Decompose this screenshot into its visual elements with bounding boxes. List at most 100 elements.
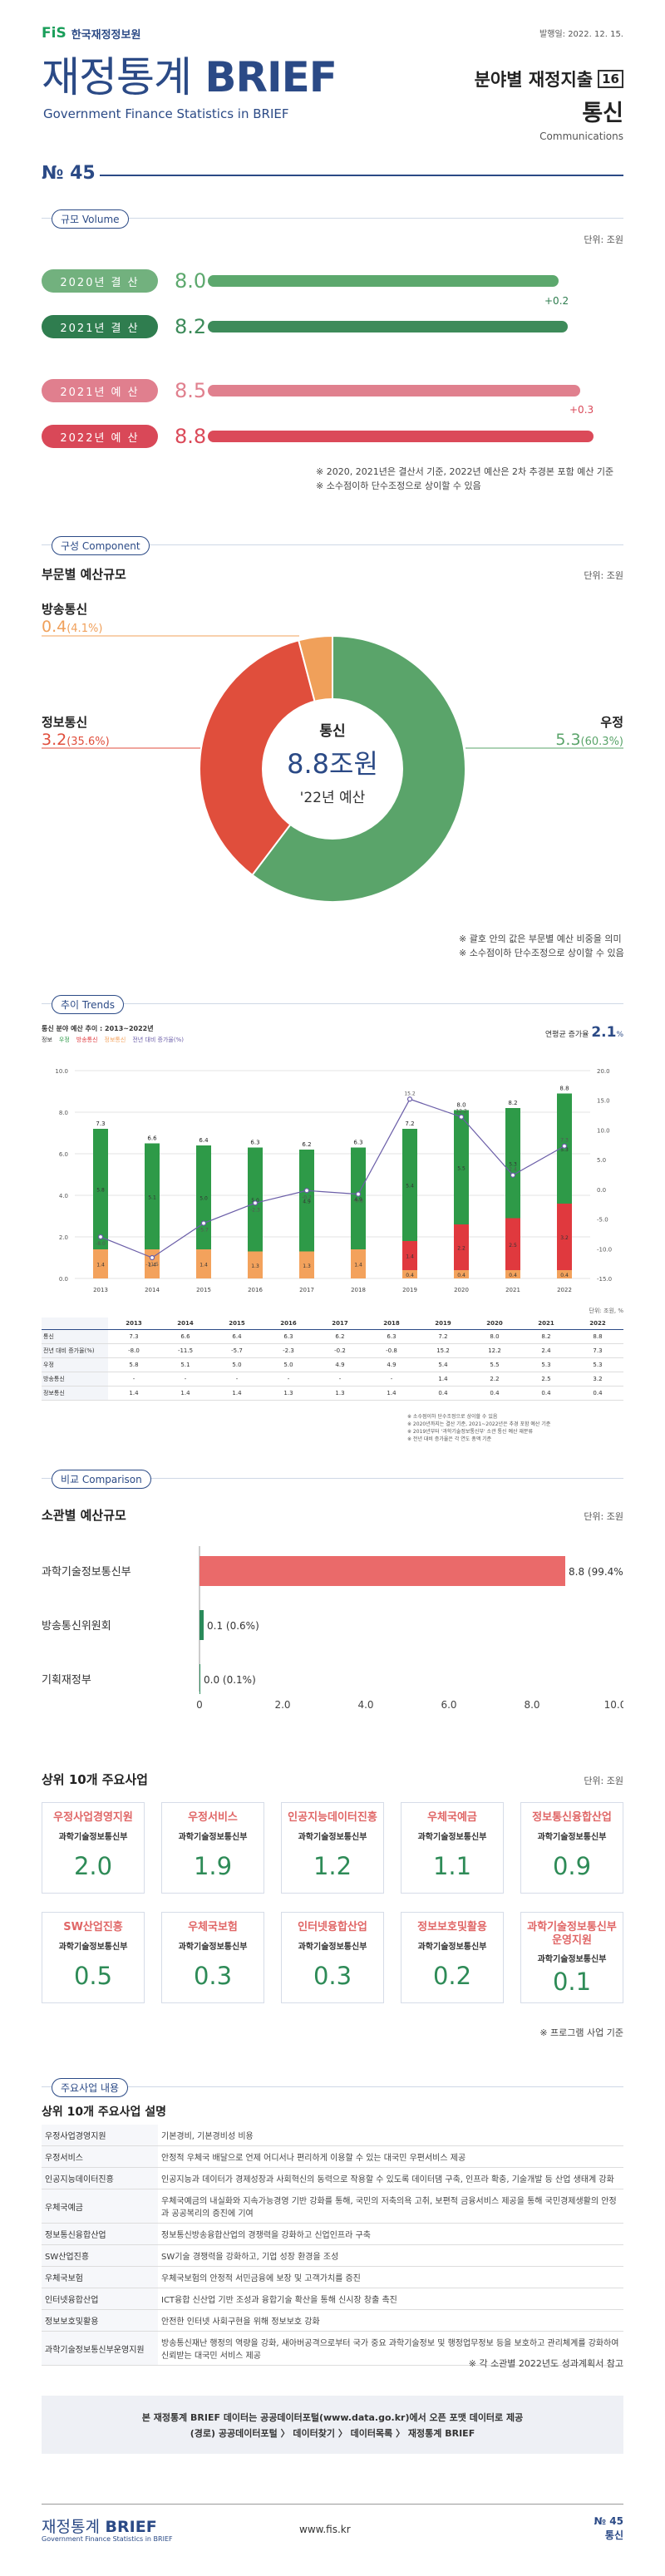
- bar-value-label: 4.9: [354, 1197, 362, 1203]
- growth-label: 연평균 증가율: [544, 1031, 589, 1039]
- slice-name: 우정: [600, 715, 623, 730]
- volume-value: 8.2: [175, 315, 207, 338]
- comparison-x-tick: 0: [196, 1699, 203, 1711]
- trend-table-cell: 2018: [366, 1318, 417, 1330]
- trend-table-cell: -: [263, 1372, 314, 1387]
- brief-title: 재정통계 BRIEF: [42, 57, 337, 98]
- details-row: 우정사업경영지원 기본경비, 기본경비성 비용: [42, 2125, 623, 2146]
- top10-value: 0.2: [432, 1961, 472, 1990]
- x-tick-label: 2020: [454, 1287, 469, 1293]
- trend-table-cell: 2015: [211, 1318, 263, 1330]
- volume-divider: [42, 218, 623, 219]
- trend-table-cell: 1.3: [314, 1386, 366, 1401]
- slice-name: 정보통신: [42, 715, 88, 730]
- slice-pct: (60.3%): [580, 736, 623, 748]
- trend-table-cell: 4.9: [314, 1357, 366, 1372]
- trend-table-cell: 2.5: [520, 1372, 572, 1387]
- top10-name: 인터넷융합산업: [298, 1921, 367, 1933]
- top10-card: 우체국보험 과학기술정보통신부 0.3: [161, 1912, 264, 2003]
- details-key: 우정서비스: [42, 2145, 158, 2168]
- growth-point: [252, 1200, 259, 1206]
- trend-table-cell: -0.2: [314, 1343, 366, 1358]
- details-desc: 우체국보험의 안정적 서민금융에 보장 및 고객가치를 증진: [158, 2266, 623, 2288]
- bar-value-label: 1.3: [251, 1263, 259, 1269]
- volume-label: 2020년 결 산: [42, 269, 158, 293]
- details-row: 인터넷융합산업 ICT융합 신산업 기반 조성과 융합기술 확산을 통해 신시장 …: [42, 2288, 623, 2310]
- y2-tick-label: -5.0: [597, 1217, 608, 1224]
- trend-table-cell: 2014: [160, 1318, 211, 1330]
- details-key: 정보보호및활용: [42, 2309, 158, 2332]
- trend-table-cell: 5.8: [108, 1357, 160, 1372]
- footer-url-link[interactable]: www.fis.kr: [299, 2524, 351, 2535]
- trend-table-cell: 1.4: [366, 1386, 417, 1401]
- growth-point: [355, 1191, 362, 1197]
- top10-card: 인터넷융합산업 과학기술정보통신부 0.3: [281, 1912, 384, 2003]
- trend-table-cell: -5.7: [211, 1343, 263, 1358]
- trend-table-cell: 방송통신: [42, 1372, 108, 1387]
- bar-value-label: 2.5: [509, 1243, 517, 1249]
- comparison-value: 0.1 (0.6%): [207, 1620, 259, 1632]
- trend-table-row: 방송통신 - - - - - -1.4 2.2 2.5 3.2: [42, 1372, 623, 1387]
- y2-tick-label: 5.0: [597, 1157, 606, 1164]
- volume-unit: 단위: 조원: [584, 234, 623, 245]
- details-heading: 상위 10개 주요사업 설명: [42, 2106, 167, 2119]
- details-desc: 인공지능과 데이터가 경제성장과 사회혁신의 동력으로 작용할 수 있도록 데이…: [158, 2167, 623, 2189]
- trend-table-cell: -0.8: [366, 1343, 417, 1358]
- footer-logo-ko: 재정통계: [42, 2518, 100, 2536]
- issue-number: № 45: [42, 163, 96, 184]
- title-korean: 재정통계: [42, 53, 192, 101]
- trend-table-cell: 2021: [520, 1318, 572, 1330]
- category-number: 16: [598, 70, 623, 88]
- volume-section-label: 규모 Volume: [52, 209, 129, 229]
- publisher-name: 한국재정정보원: [71, 28, 141, 42]
- trend-table-cell: 5.5: [469, 1357, 520, 1372]
- trend-table-cell: 1.3: [263, 1386, 314, 1401]
- bar-정보통신: [248, 1251, 263, 1278]
- growth-line: [100, 1098, 565, 1258]
- x-tick-label: 2016: [248, 1287, 263, 1293]
- y-tick-label: 6.0: [59, 1151, 68, 1158]
- slice-pct: (4.1%): [66, 623, 103, 635]
- trend-note: ※ 2020년까지는 결산 기준, 2021~2022년은 추경 포함 예산 기…: [407, 1421, 551, 1427]
- y-tick-label: 0.0: [59, 1276, 68, 1283]
- growth-point: [458, 1114, 465, 1120]
- growth-point: [97, 1234, 104, 1240]
- bar-우정: [145, 1143, 160, 1249]
- top10-card: 정보통신융합산업 과학기술정보통신부 0.9: [520, 1802, 623, 1894]
- slice-label-postal: 우정 5.3(60.3%): [555, 713, 623, 749]
- y2-tick-label: 10.0: [597, 1127, 610, 1134]
- top10-value: 1.1: [432, 1851, 472, 1880]
- details-desc: 기본경비, 기본경비성 비용: [158, 2125, 623, 2146]
- trend-table-cell: 2019: [417, 1318, 469, 1330]
- details-desc: 안정적 우체국 배달으로 언제 어디서나 편리하게 이용할 수 있는 대국민 우…: [158, 2145, 623, 2168]
- trend-table-cell: 1.4: [108, 1386, 160, 1401]
- top10-name: 우정서비스: [188, 1811, 238, 1824]
- x-tick-label: 2018: [351, 1287, 366, 1293]
- growth-value-label: -0.8: [353, 1199, 363, 1204]
- bar-total-label: 7.2: [405, 1121, 414, 1127]
- trend-table-cell: 통신: [42, 1329, 108, 1344]
- donut-center-value: 8.8조원: [287, 748, 378, 780]
- details-table: 우정사업경영지원 기본경비, 기본경비성 비용 우정서비스 안정적 우체국 배달으로 …: [42, 2125, 623, 2366]
- trend-table-header: 2013 2014 2015 2016 2017 2018 2019 2020 2021 2022: [42, 1318, 623, 1330]
- top10-card: 과학기술정보통신부 운영지원 과학기술정보통신부 0.1: [520, 1912, 623, 2003]
- top10-dept: 과학기술정보통신부: [178, 1942, 248, 1952]
- trend-table-cell: 1.4: [417, 1372, 469, 1387]
- trend-table-cell: [42, 1318, 108, 1330]
- top10-dept: 과학기술정보통신부: [417, 1942, 487, 1952]
- y-tick-label: 4.0: [59, 1193, 68, 1199]
- component-note: ※ 괄호 안의 값은 부문별 예산 비중을 의미: [459, 933, 622, 944]
- trend-table-row: 정보통신 1.4 1.4 1.4 1.3 1.3 1.4 0.4 0.4 0.4 0.4: [42, 1386, 623, 1401]
- top10-value: 1.2: [313, 1851, 352, 1880]
- bar-value-label: 5.8: [96, 1188, 105, 1194]
- component-section-label: 구성 Component: [52, 536, 150, 555]
- trend-table-cell: -11.5: [160, 1343, 211, 1358]
- donut-center-year: '22년 예산: [300, 790, 366, 806]
- trends-section-label: 추이 Trends: [52, 995, 124, 1014]
- details-key: SW산업진흥: [42, 2244, 158, 2267]
- trend-notes: ※ 소수점이하 단수조정으로 상이할 수 있음 ※ 2020년까지는 결산 기준…: [407, 1413, 550, 1443]
- top10-dept: 과학기술정보통신부: [298, 1942, 367, 1952]
- trend-table-cell: -: [108, 1372, 160, 1387]
- component-unit: 단위: 조원: [584, 570, 623, 581]
- trend-table-cell: 6.2: [314, 1329, 366, 1344]
